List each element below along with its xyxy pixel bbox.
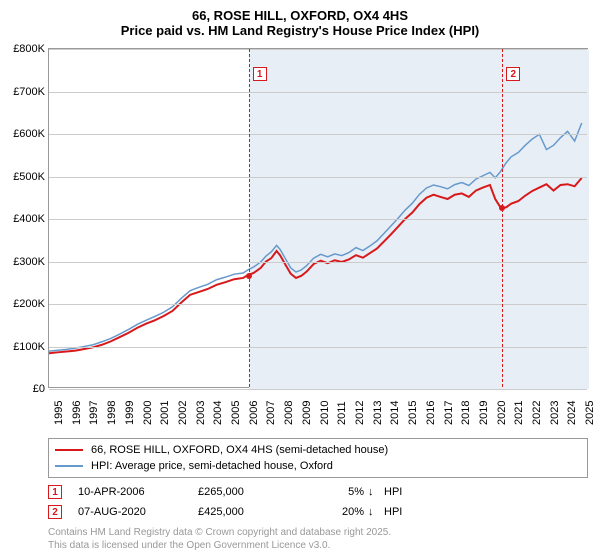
x-axis-label: 2006 xyxy=(248,401,260,425)
x-axis-label: 1995 xyxy=(53,401,65,425)
event-row: 1 10-APR-2006 £265,000 5% ↓ HPI xyxy=(48,482,588,502)
x-axis-label: 2021 xyxy=(513,401,525,425)
title-block: 66, ROSE HILL, OXFORD, OX4 4HS Price pai… xyxy=(0,0,600,42)
y-axis-label: £300K xyxy=(1,256,45,268)
x-axis-label: 2014 xyxy=(389,401,401,425)
x-axis-label: 2020 xyxy=(496,401,508,425)
event-marker-icon: 2 xyxy=(48,505,62,519)
event-marker-label: 2 xyxy=(506,67,520,81)
chart-plot-area: £0£100K£200K£300K£400K£500K£600K£700K£80… xyxy=(48,48,588,388)
event-suffix: HPI xyxy=(384,506,424,518)
legend-row-price-paid: 66, ROSE HILL, OXFORD, OX4 4HS (semi-det… xyxy=(55,442,581,458)
x-axis-label: 2019 xyxy=(478,401,490,425)
event-arrow-icon: ↓ xyxy=(368,506,384,518)
y-axis-label: £0 xyxy=(1,383,45,395)
event-suffix: HPI xyxy=(384,486,424,498)
x-axis-label: 2001 xyxy=(159,401,171,425)
title-line2: Price paid vs. HM Land Registry's House … xyxy=(0,23,600,38)
legend-row-hpi: HPI: Average price, semi-detached house,… xyxy=(55,458,581,474)
x-axis-label: 2010 xyxy=(319,401,331,425)
x-axis-label: 2005 xyxy=(230,401,242,425)
y-axis-label: £700K xyxy=(1,86,45,98)
event-price: £265,000 xyxy=(198,486,308,498)
x-axis-label: 2013 xyxy=(372,401,384,425)
footer-attribution: Contains HM Land Registry data © Crown c… xyxy=(48,526,391,552)
x-axis-label: 2017 xyxy=(443,401,455,425)
x-axis-label: 2015 xyxy=(407,401,419,425)
title-line1: 66, ROSE HILL, OXFORD, OX4 4HS xyxy=(0,8,600,23)
x-axis-label: 2012 xyxy=(354,401,366,425)
x-axis-label: 1998 xyxy=(106,401,118,425)
x-axis-label: 2016 xyxy=(425,401,437,425)
x-axis-label: 2002 xyxy=(177,401,189,425)
y-axis-label: £500K xyxy=(1,171,45,183)
event-price: £425,000 xyxy=(198,506,308,518)
event-date: 10-APR-2006 xyxy=(78,486,198,498)
y-axis-label: £800K xyxy=(1,43,45,55)
y-axis-label: £200K xyxy=(1,298,45,310)
x-axis-label: 2018 xyxy=(460,401,472,425)
x-axis-label: 2025 xyxy=(584,401,596,425)
event-marker-icon: 1 xyxy=(48,485,62,499)
x-axis-label: 2022 xyxy=(531,401,543,425)
x-axis-label: 2004 xyxy=(212,401,224,425)
event-marker-label: 1 xyxy=(253,67,267,81)
legend-swatch xyxy=(55,465,83,467)
event-date: 07-AUG-2020 xyxy=(78,506,198,518)
x-axis-label: 1996 xyxy=(71,401,83,425)
footer-line2: This data is licensed under the Open Gov… xyxy=(48,539,391,552)
y-axis-label: £600K xyxy=(1,128,45,140)
x-axis-label: 2000 xyxy=(142,401,154,425)
event-pct: 5% xyxy=(308,486,368,498)
x-axis-label: 2024 xyxy=(566,401,578,425)
footer-line1: Contains HM Land Registry data © Crown c… xyxy=(48,526,391,539)
chart-svg xyxy=(49,49,587,387)
event-pct: 20% xyxy=(308,506,368,518)
x-axis-label: 2023 xyxy=(549,401,561,425)
event-row: 2 07-AUG-2020 £425,000 20% ↓ HPI xyxy=(48,502,588,522)
y-axis-label: £100K xyxy=(1,341,45,353)
x-axis-label: 2008 xyxy=(283,401,295,425)
event-arrow-icon: ↓ xyxy=(368,486,384,498)
x-axis-label: 2007 xyxy=(265,401,277,425)
x-axis-label: 2009 xyxy=(301,401,313,425)
legend-label: 66, ROSE HILL, OXFORD, OX4 4HS (semi-det… xyxy=(91,444,388,456)
legend-swatch xyxy=(55,449,83,451)
chart-container: 66, ROSE HILL, OXFORD, OX4 4HS Price pai… xyxy=(0,0,600,560)
y-axis-label: £400K xyxy=(1,213,45,225)
x-axis-label: 1997 xyxy=(88,401,100,425)
events-table: 1 10-APR-2006 £265,000 5% ↓ HPI 2 07-AUG… xyxy=(48,482,588,522)
legend-label: HPI: Average price, semi-detached house,… xyxy=(91,460,333,472)
x-axis-label: 2003 xyxy=(195,401,207,425)
legend-box: 66, ROSE HILL, OXFORD, OX4 4HS (semi-det… xyxy=(48,438,588,478)
x-axis-label: 1999 xyxy=(124,401,136,425)
x-axis-label: 2011 xyxy=(336,401,348,425)
